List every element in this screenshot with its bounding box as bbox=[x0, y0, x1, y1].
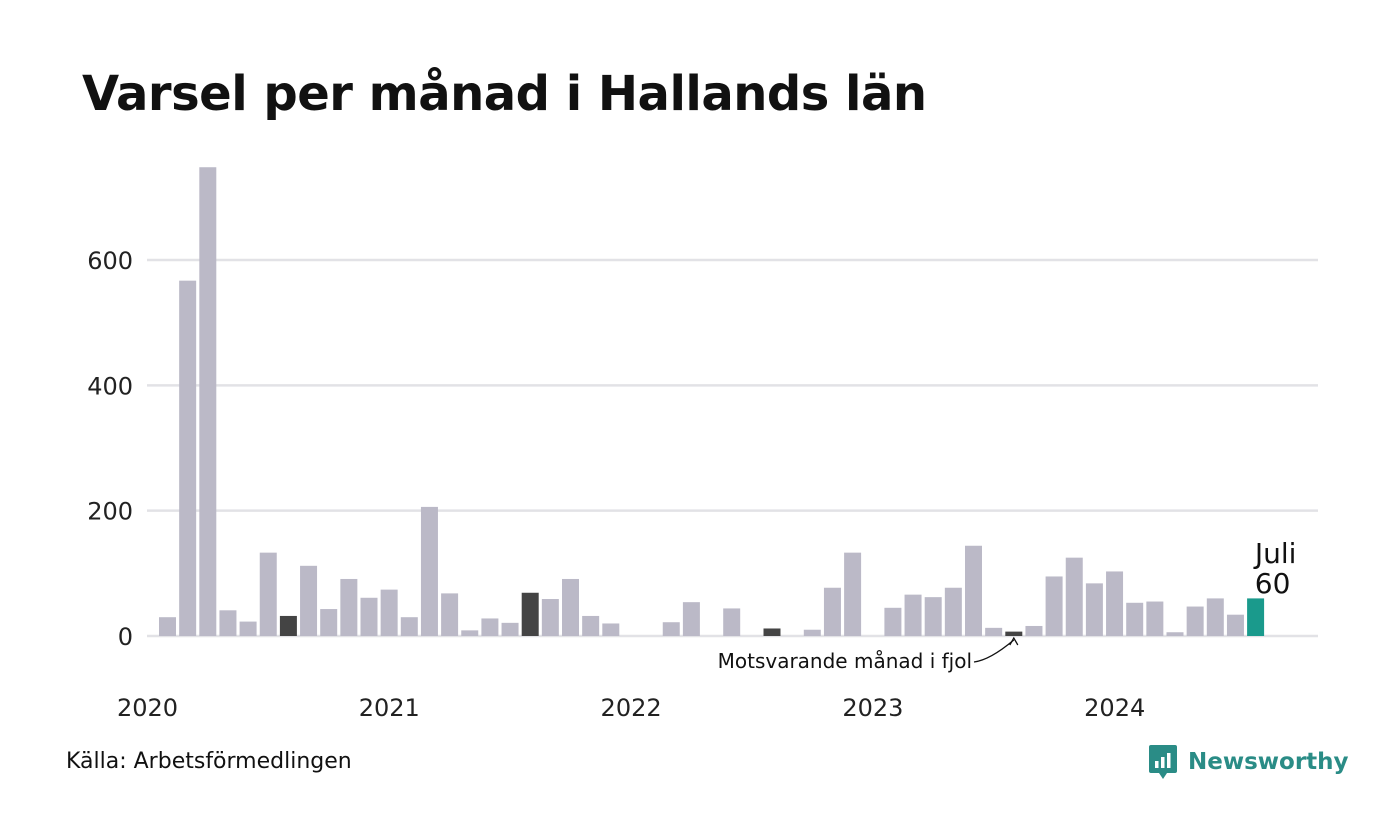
bars bbox=[159, 167, 1265, 636]
bar-2023-02 bbox=[904, 594, 922, 636]
bar-2024-05 bbox=[1206, 598, 1224, 636]
bar-2021-01 bbox=[400, 617, 418, 636]
bar-2024-01 bbox=[1126, 602, 1144, 636]
annotation-arrow bbox=[973, 639, 1015, 663]
bar-2024-02 bbox=[1146, 601, 1164, 636]
bar-2022-09 bbox=[803, 629, 821, 636]
bar-2023-01 bbox=[884, 607, 902, 636]
bar-2022-10 bbox=[823, 587, 841, 636]
annotation-arrowhead bbox=[1009, 636, 1019, 646]
bar-2023-10 bbox=[1065, 557, 1083, 636]
x-tick-label: 2023 bbox=[842, 694, 903, 722]
y-tick-label: 400 bbox=[87, 372, 133, 400]
annotation-text: Motsvarande månad i fjol bbox=[718, 649, 972, 673]
current-value-label: 60 bbox=[1255, 567, 1291, 600]
bar-2023-04 bbox=[944, 587, 962, 636]
brand[interactable]: Newsworthy bbox=[1148, 744, 1349, 780]
bar-2023-03 bbox=[924, 597, 942, 636]
bar-2023-06 bbox=[985, 627, 1003, 636]
bar-2023-05 bbox=[965, 545, 982, 636]
bar-2023-07 bbox=[1005, 631, 1023, 636]
bar-2021-07 bbox=[521, 592, 539, 636]
newsworthy-logo-icon bbox=[1149, 745, 1177, 779]
bar-2023-08 bbox=[1025, 625, 1043, 636]
bar-2021-05 bbox=[481, 618, 499, 636]
bar-2020-05 bbox=[239, 621, 257, 636]
bar-2021-09 bbox=[562, 578, 579, 636]
y-tick-label: 0 bbox=[118, 623, 133, 651]
bar-2022-11 bbox=[844, 552, 862, 636]
x-tick-label: 2021 bbox=[359, 694, 420, 722]
bar-2024-03 bbox=[1166, 632, 1184, 636]
bar-2023-12 bbox=[1106, 571, 1124, 636]
bar-2020-02 bbox=[179, 280, 197, 636]
bar-2023-11 bbox=[1085, 583, 1103, 636]
bar-2020-06 bbox=[259, 552, 277, 636]
x-tick-label: 2022 bbox=[601, 694, 662, 722]
bar-2022-05 bbox=[723, 608, 741, 636]
x-axis-ticks: 2020 2021 2022 2023 2024 bbox=[117, 694, 1145, 722]
bar-2021-08 bbox=[541, 599, 559, 636]
bar-2024-06 bbox=[1226, 614, 1244, 636]
gridlines bbox=[147, 258, 1318, 638]
bar-2020-12 bbox=[380, 589, 398, 636]
bar-2021-06 bbox=[501, 622, 519, 636]
x-tick-label: 2020 bbox=[117, 694, 178, 722]
bar-2020-09 bbox=[320, 609, 338, 636]
bar-2020-01 bbox=[159, 617, 176, 636]
bar-2022-02 bbox=[662, 622, 680, 636]
bar-2022-07 bbox=[763, 628, 781, 636]
brand-name: Newsworthy bbox=[1188, 749, 1349, 775]
source-label: Källa: Arbetsförmedlingen bbox=[66, 749, 352, 774]
bar-2020-07 bbox=[279, 615, 297, 636]
bar-2024-04 bbox=[1186, 606, 1204, 636]
bar-2020-08 bbox=[300, 565, 318, 636]
y-tick-label: 200 bbox=[87, 498, 133, 526]
current-month-label: Juli bbox=[1253, 537, 1297, 570]
y-axis-ticks: 0 200 400 600 bbox=[87, 247, 133, 651]
bar-2024-07 bbox=[1247, 598, 1265, 636]
bar-2021-10 bbox=[582, 615, 600, 636]
bar-2021-03 bbox=[441, 593, 459, 636]
bar-2021-04 bbox=[461, 630, 479, 636]
x-tick-label: 2024 bbox=[1084, 694, 1145, 722]
bar-2020-04 bbox=[219, 610, 237, 636]
bar-2023-09 bbox=[1045, 576, 1063, 636]
bar-2020-10 bbox=[340, 578, 358, 636]
bar-2022-03 bbox=[682, 602, 700, 636]
y-tick-label: 600 bbox=[87, 247, 133, 275]
bar-2020-11 bbox=[360, 597, 378, 636]
bar-2021-02 bbox=[420, 506, 438, 636]
chart-title: Varsel per månad i Hallands län bbox=[82, 66, 927, 122]
bar-2020-03 bbox=[199, 167, 217, 636]
bar-2021-11 bbox=[602, 623, 620, 636]
